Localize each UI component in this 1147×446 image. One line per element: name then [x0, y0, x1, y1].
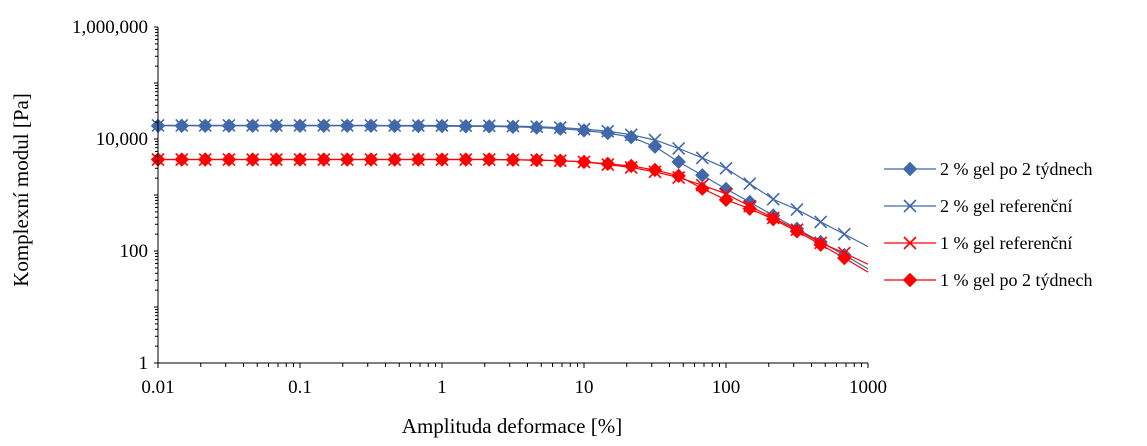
data-point: [505, 152, 521, 168]
data-point: [411, 152, 426, 167]
legend-marker: [902, 272, 918, 288]
series-4: [150, 152, 869, 273]
data-point: [624, 128, 638, 142]
series-line: [158, 125, 869, 270]
legend-marker: [903, 199, 917, 213]
x-tick-label: 10: [575, 377, 594, 398]
x-tick-label: 100: [712, 377, 741, 398]
data-point: [695, 151, 709, 165]
data-point: [553, 153, 568, 168]
legend-item: 1 % gel referenční: [884, 233, 1072, 253]
data-point: [766, 192, 780, 206]
x-axis-title: Amplituda deformace [%]: [402, 414, 622, 438]
data-point: [789, 224, 805, 239]
data-point: [174, 152, 189, 167]
data-point: [600, 125, 615, 141]
data-point: [765, 211, 781, 227]
data-point: [837, 250, 852, 266]
x-tick-label: 0.1: [288, 377, 312, 398]
data-point: [742, 201, 757, 216]
data-point: [197, 152, 213, 167]
data-point: [506, 119, 520, 133]
y-axis-title: Komplexní modul [Pa]: [9, 93, 33, 287]
data-point: [339, 152, 355, 167]
data-point: [387, 152, 402, 167]
data-point: [459, 119, 473, 133]
data-point: [743, 177, 757, 191]
legend-label: 2 % gel referenční: [940, 196, 1072, 216]
data-point: [221, 152, 237, 167]
y-tick-label: 10,000: [96, 129, 148, 150]
data-point: [481, 152, 497, 167]
data-point: [245, 152, 260, 167]
legend-label: 1 % gel po 2 týdnech: [940, 270, 1092, 290]
data-point: [623, 129, 639, 145]
x-tick-label: 1000: [849, 377, 887, 398]
data-point: [246, 118, 260, 132]
data-point: [553, 121, 567, 135]
data-point: [364, 118, 378, 132]
x-tick-label: 1: [437, 377, 447, 398]
y-tick-label: 100: [120, 241, 149, 262]
series-1: [150, 118, 869, 270]
data-point: [222, 118, 236, 132]
data-point: [671, 168, 686, 184]
legend-label: 2 % gel po 2 týdnech: [940, 159, 1092, 179]
series-line: [158, 158, 869, 265]
data-point: [411, 118, 425, 133]
legend: 2 % gel po 2 týdnech 2 % gel referenční 1 …: [884, 159, 1092, 290]
axes: 1 100 10,000 1,000,000 0.01 0.1 1 10 100 1000: [72, 17, 887, 398]
legend-item: 2 % gel po 2 týdnech: [884, 159, 1092, 179]
data-point: [837, 227, 851, 241]
data-point: [529, 152, 544, 168]
data-point: [340, 118, 354, 132]
data-point: [576, 123, 592, 138]
data-point: [269, 152, 284, 167]
data-point: [482, 119, 496, 133]
data-point: [719, 161, 733, 175]
legend-marker: [902, 161, 918, 177]
data-point: [458, 152, 473, 167]
data-point: [600, 156, 615, 172]
data-point: [813, 237, 828, 252]
data-point: [647, 162, 663, 178]
data-point: [175, 118, 189, 132]
y-tick-label: 1: [139, 353, 149, 374]
plot-area: [150, 118, 869, 273]
data-point: [316, 152, 331, 167]
data-point: [530, 120, 544, 134]
data-point: [317, 118, 331, 132]
data-point: [435, 118, 449, 133]
data-point: [648, 133, 662, 147]
legend-marker: [903, 236, 917, 250]
data-point: [434, 152, 450, 167]
data-point: [293, 118, 307, 132]
series-2: [151, 118, 869, 248]
data-point: [269, 118, 283, 132]
legend-label: 1 % gel referenční: [940, 233, 1072, 253]
legend-item: 2 % gel referenční: [884, 196, 1072, 216]
series-line: [158, 124, 869, 248]
data-point: [718, 192, 734, 208]
data-point: [388, 118, 402, 133]
x-tick-label: 0.01: [141, 377, 174, 398]
series-line: [158, 158, 869, 273]
data-point: [695, 181, 710, 196]
data-point: [576, 154, 592, 170]
data-point: [363, 152, 379, 167]
data-point: [577, 122, 591, 136]
data-point: [790, 202, 804, 217]
y-tick-label: 1,000,000: [72, 17, 148, 38]
data-point: [671, 154, 686, 170]
data-point: [292, 152, 308, 167]
data-point: [814, 215, 828, 229]
data-point: [623, 158, 639, 174]
legend-item: 1 % gel po 2 týdnech: [884, 270, 1092, 290]
data-point: [601, 124, 615, 138]
data-point: [672, 141, 686, 155]
data-point: [198, 118, 212, 132]
